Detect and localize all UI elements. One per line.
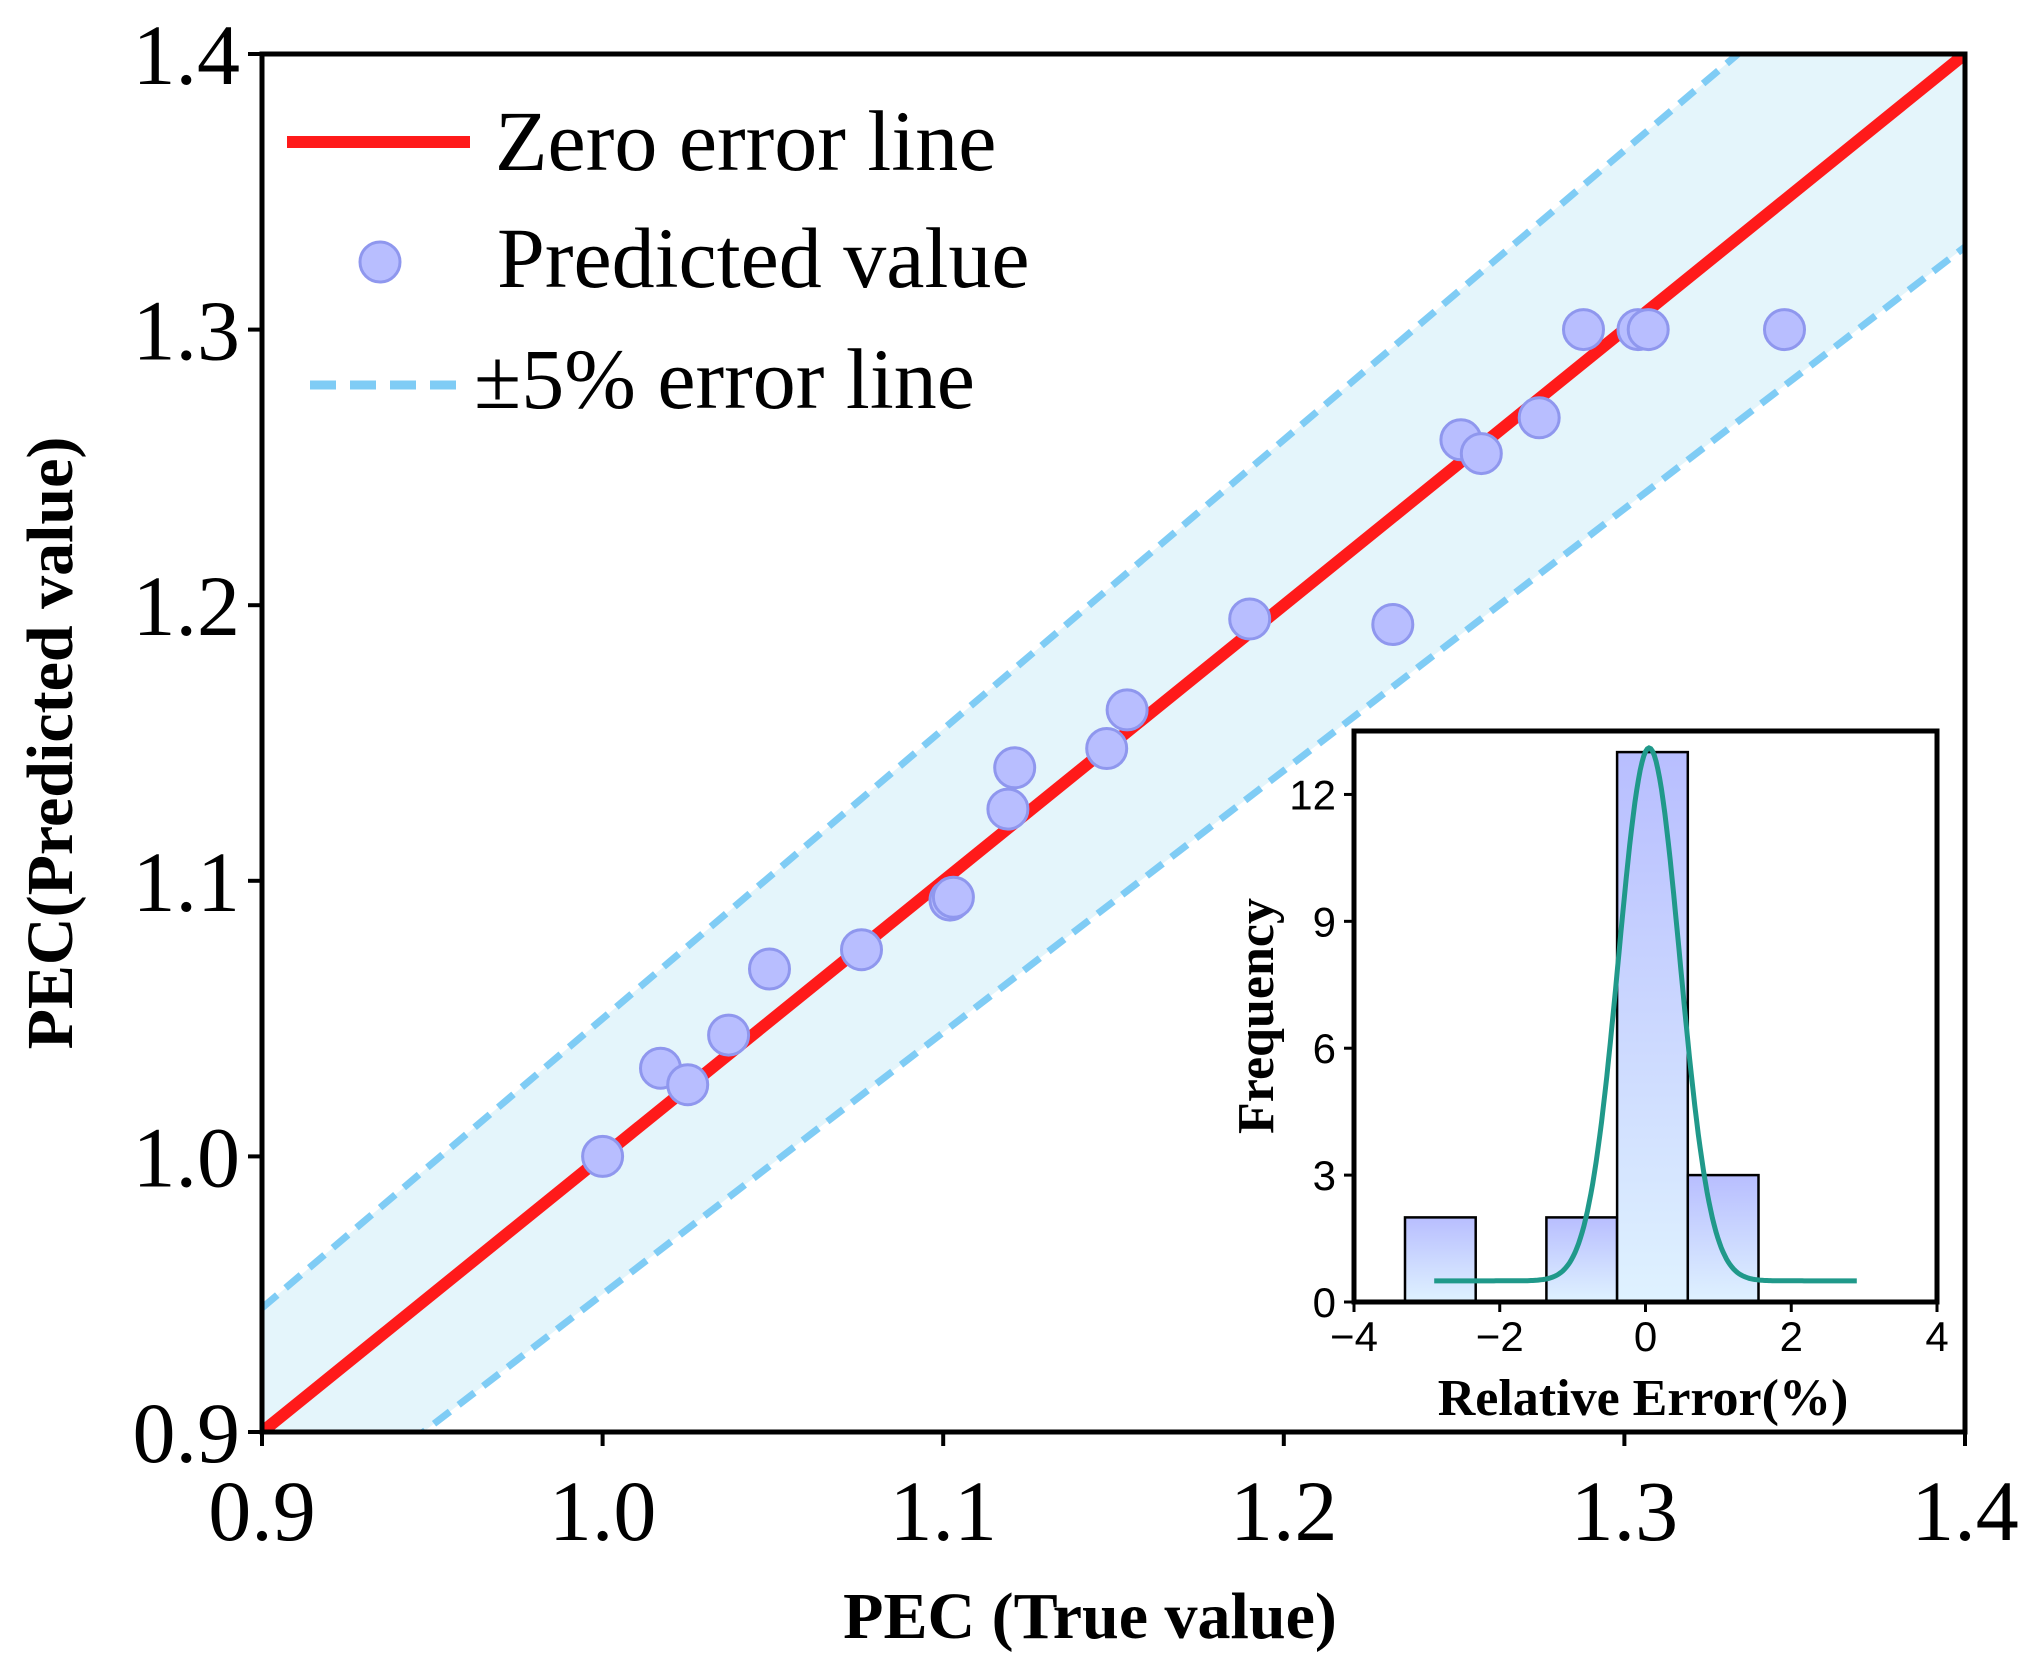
x-tick-label-6: 1.4 <box>1911 1463 2019 1559</box>
data-point-14 <box>1371 603 1415 646</box>
upper-error-line <box>262 54 1744 1311</box>
legend-predicted-marker <box>358 240 402 284</box>
y-tick-label-1: 0.9 <box>133 1385 241 1481</box>
inset-x-axis-title: Relative Error(%) <box>1438 1370 1849 1427</box>
data-point-1 <box>581 1134 625 1178</box>
data-point-4 <box>707 1013 751 1057</box>
x-tick-label-4: 1.2 <box>1230 1463 1338 1559</box>
x-tick-label-3: 1.1 <box>889 1463 997 1559</box>
inset-y-tick-label-4: 9 <box>1313 898 1336 945</box>
y-axis-title: PEC(Predicted value) <box>14 437 87 1050</box>
x-tick-label-2: 1.0 <box>549 1463 657 1559</box>
legend-predicted-label: Predicted value <box>497 210 1030 306</box>
y-tick-label-5: 1.3 <box>133 283 241 379</box>
histogram-bar-4 <box>1615 750 1690 1302</box>
legend: Zero error line Predicted value ±5% erro… <box>287 93 1030 427</box>
inset-histogram: −4 −2 0 2 4 0 3 6 9 12 Relative Error(%) Frequenc… <box>1228 728 1949 1427</box>
inset-x-tick-label-4: 2 <box>1780 1313 1803 1360</box>
data-point-13 <box>1228 597 1272 641</box>
legend-error-line-label: ±5% error line <box>474 331 975 427</box>
lower-error-line <box>417 244 1965 1432</box>
inset-y-tick-label-1: 0 <box>1313 1279 1336 1326</box>
data-point-18 <box>1562 308 1605 352</box>
data-point-6 <box>840 928 883 972</box>
data-point-10 <box>993 746 1037 790</box>
x-tick-label-1: 0.9 <box>208 1463 316 1559</box>
y-tick-label-6: 1.4 <box>133 7 241 103</box>
data-point-11 <box>1085 727 1129 770</box>
legend-zero-line-label: Zero error line <box>495 93 996 189</box>
x-axis-title: PEC (True value) <box>843 1580 1337 1653</box>
y-tick-label-2: 1.0 <box>133 1109 241 1205</box>
data-point-9 <box>986 787 1030 831</box>
data-point-17 <box>1517 396 1561 440</box>
inset-y-axis-title: Frequency <box>1228 898 1285 1134</box>
y-tick-label-3: 1.1 <box>133 834 241 930</box>
y-tick-label-4: 1.2 <box>133 558 241 654</box>
main-plot: 0.9 1.0 1.1 1.2 1.3 1.4 0.9 1.0 1.1 1.2 1.3 1.4 PEC… <box>14 7 2019 1653</box>
inset-x-tick-label-1: −4 <box>1330 1313 1378 1360</box>
data-point-20 <box>1626 308 1670 352</box>
data-point-8 <box>931 875 975 919</box>
inset-y-tick-label-2: 3 <box>1313 1152 1336 1199</box>
main-plot-frame <box>259 51 1968 1435</box>
gaussian-fit-curve <box>1434 745 1857 1284</box>
inset-x-tick-label-5: 4 <box>1925 1313 1948 1360</box>
inset-y-tick-label-3: 6 <box>1313 1025 1336 1072</box>
inset-y-tick-label-5: 12 <box>1289 771 1336 818</box>
data-point-12 <box>1105 688 1149 732</box>
x-tick-label-5: 1.3 <box>1571 1463 1679 1559</box>
data-point-16 <box>1459 432 1503 476</box>
inset-x-tick-label-2: −2 <box>1476 1313 1524 1360</box>
data-point-21 <box>1763 308 1806 352</box>
histogram-bar-5 <box>1686 1173 1760 1302</box>
data-point-5 <box>748 947 791 991</box>
histogram-bar-1 <box>1403 1216 1477 1302</box>
inset-x-tick-label-3: 0 <box>1634 1313 1657 1360</box>
data-point-3 <box>666 1063 710 1107</box>
